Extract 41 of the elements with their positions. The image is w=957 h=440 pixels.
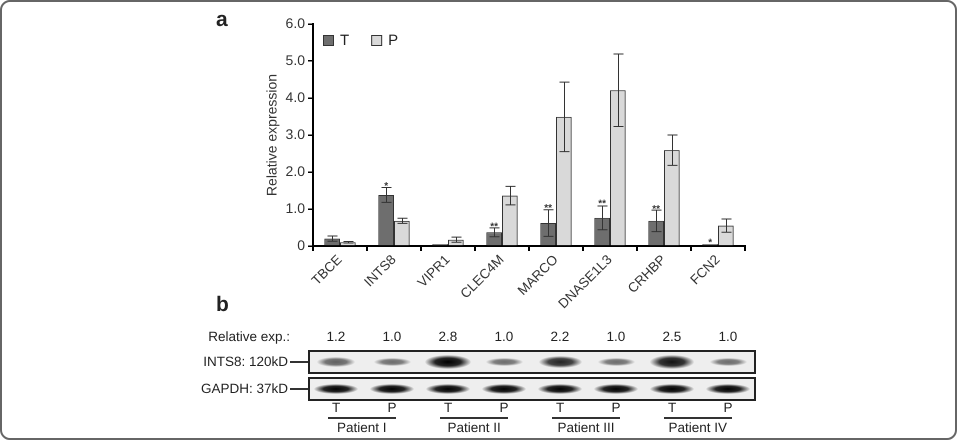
legend-label: P bbox=[388, 32, 398, 50]
category-label: T bbox=[332, 400, 340, 415]
y-tick-label: 6.0 bbox=[286, 14, 306, 31]
category-label: T bbox=[668, 400, 676, 415]
category-label: P bbox=[724, 400, 733, 415]
data-label: 1.2 bbox=[326, 329, 346, 344]
annotation: * bbox=[708, 238, 712, 249]
category-label: P bbox=[388, 400, 397, 415]
annotation: * bbox=[384, 180, 388, 192]
annotation: ** bbox=[490, 222, 498, 233]
text: Patient II bbox=[448, 420, 501, 435]
data-label: 1.0 bbox=[606, 329, 626, 344]
data-label: 2.5 bbox=[662, 329, 682, 344]
data-label: 2.2 bbox=[550, 329, 570, 344]
annotation: ** bbox=[544, 203, 552, 214]
category-label: P bbox=[612, 400, 621, 415]
text: Patient I bbox=[337, 420, 387, 435]
text: Patient III bbox=[558, 420, 615, 435]
text: Relative exp.: bbox=[208, 329, 290, 344]
category-label: INTS8: 120kD bbox=[203, 354, 288, 369]
category-label: T bbox=[444, 400, 452, 415]
category-label: T bbox=[556, 400, 564, 415]
category-label: GAPDH: 37kD bbox=[200, 381, 288, 396]
category-label: P bbox=[500, 400, 509, 415]
annotation: ** bbox=[598, 198, 606, 210]
chart-title: a bbox=[216, 8, 228, 31]
y-tick-label: 4.0 bbox=[286, 88, 306, 105]
annotation: ** bbox=[652, 204, 660, 216]
y-axis-title: Relative expression bbox=[263, 74, 280, 196]
data-label: 1.0 bbox=[718, 329, 738, 344]
data-label: 1.0 bbox=[494, 329, 514, 344]
text: b bbox=[216, 293, 229, 316]
legend-label: T bbox=[340, 32, 350, 50]
y-tick-label: 1.0 bbox=[286, 200, 306, 216]
y-tick-label: 2.0 bbox=[286, 162, 306, 179]
y-tick-label: 3.0 bbox=[286, 126, 306, 142]
data-label: 2.8 bbox=[438, 329, 458, 344]
text: Patient IV bbox=[668, 420, 728, 435]
data-label: 1.0 bbox=[382, 329, 402, 344]
y-tick-label: 0 bbox=[297, 236, 306, 253]
y-tick-label: 5.0 bbox=[286, 52, 306, 68]
